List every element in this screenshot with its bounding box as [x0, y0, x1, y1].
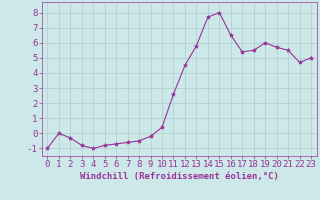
X-axis label: Windchill (Refroidissement éolien,°C): Windchill (Refroidissement éolien,°C): [80, 172, 279, 181]
